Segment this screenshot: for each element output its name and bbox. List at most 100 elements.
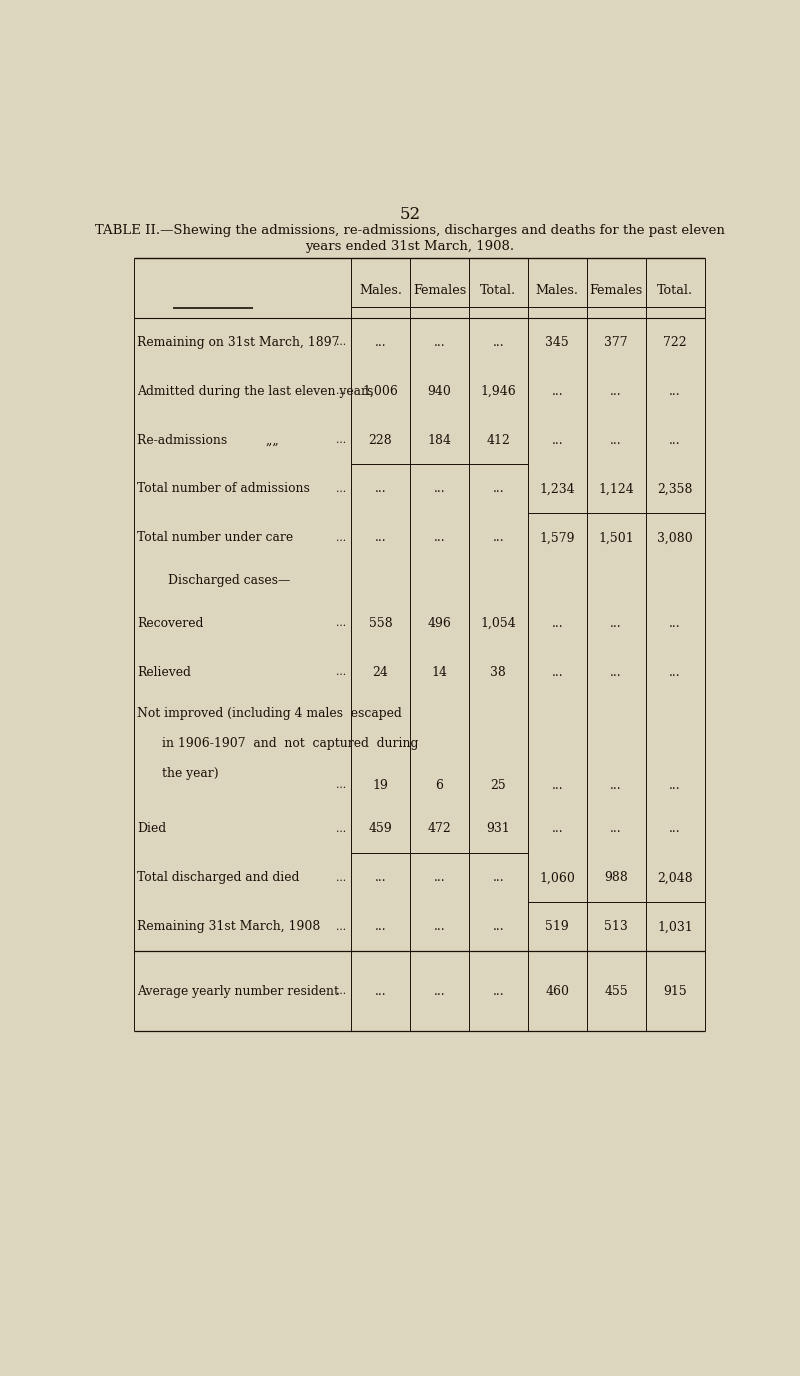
Text: 459: 459: [369, 823, 393, 835]
Text: Females: Females: [590, 285, 642, 297]
Text: ...: ...: [336, 667, 346, 677]
Text: 3,080: 3,080: [657, 531, 693, 545]
Text: 345: 345: [546, 336, 569, 348]
Text: ...: ...: [374, 921, 386, 933]
Text: ...: ...: [670, 433, 681, 446]
Text: ...: ...: [434, 921, 446, 933]
Text: Remaining on 31st March, 1897: Remaining on 31st March, 1897: [138, 336, 340, 348]
Text: ...: ...: [493, 531, 504, 545]
Text: 24: 24: [373, 666, 389, 678]
Text: Total.: Total.: [480, 285, 517, 297]
Text: 1,054: 1,054: [481, 616, 516, 630]
Text: in 1906-1907  and  not  captured  during: in 1906-1907 and not captured during: [162, 736, 418, 750]
Text: ...: ...: [551, 384, 563, 398]
Text: ...: ...: [670, 779, 681, 791]
Text: ...: ...: [336, 435, 346, 444]
Text: 38: 38: [490, 666, 506, 678]
Text: ...: ...: [374, 336, 386, 348]
Text: ...: ...: [336, 824, 346, 834]
Text: TABLE II.—Shewing the admissions, re-admissions, discharges and deaths for the p: TABLE II.—Shewing the admissions, re-adm…: [95, 224, 725, 238]
Text: ...: ...: [336, 533, 346, 544]
Text: ...: ...: [336, 922, 346, 932]
Text: ...: ...: [610, 616, 622, 630]
Text: ...: ...: [670, 384, 681, 398]
Text: 2,358: 2,358: [658, 483, 693, 495]
Text: Total number under care: Total number under care: [138, 531, 294, 545]
Text: 940: 940: [427, 384, 451, 398]
Text: the year): the year): [162, 766, 218, 780]
Text: 931: 931: [486, 823, 510, 835]
Text: ...: ...: [551, 666, 563, 678]
Text: 513: 513: [604, 921, 628, 933]
Text: years ended 31st March, 1908.: years ended 31st March, 1908.: [306, 241, 514, 253]
Text: 558: 558: [369, 616, 393, 630]
Text: Females: Females: [413, 285, 466, 297]
Text: ...: ...: [493, 336, 504, 348]
Text: ...: ...: [551, 433, 563, 446]
Text: 519: 519: [546, 921, 569, 933]
Text: ...: ...: [434, 984, 446, 998]
Text: Died: Died: [138, 823, 166, 835]
Text: 496: 496: [427, 616, 451, 630]
Text: Remaining 31st March, 1908: Remaining 31st March, 1908: [138, 921, 321, 933]
Text: 722: 722: [663, 336, 687, 348]
Text: Males.: Males.: [536, 285, 578, 297]
Text: ...: ...: [374, 984, 386, 998]
Text: ...: ...: [493, 871, 504, 885]
Text: 1,234: 1,234: [539, 483, 575, 495]
Text: ...: ...: [434, 483, 446, 495]
Text: 6: 6: [435, 779, 443, 791]
Text: ...: ...: [610, 433, 622, 446]
Text: ...: ...: [336, 387, 346, 396]
Text: 19: 19: [373, 779, 389, 791]
Text: ...: ...: [374, 483, 386, 495]
Text: 1,946: 1,946: [481, 384, 516, 398]
Text: Total number of admissions: Total number of admissions: [138, 483, 310, 495]
Text: 1,031: 1,031: [657, 921, 693, 933]
Text: 1,006: 1,006: [362, 384, 398, 398]
Text: ...: ...: [434, 871, 446, 885]
Text: Relieved: Relieved: [138, 666, 191, 678]
Text: 52: 52: [399, 206, 421, 223]
Text: ...: ...: [336, 987, 346, 996]
Text: Males.: Males.: [359, 285, 402, 297]
Text: 1,124: 1,124: [598, 483, 634, 495]
Text: ...: ...: [336, 337, 346, 347]
Text: ...: ...: [336, 780, 346, 790]
Text: ...: ...: [374, 531, 386, 545]
Text: 377: 377: [604, 336, 628, 348]
Text: ...: ...: [493, 921, 504, 933]
Text: ...: ...: [493, 483, 504, 495]
Text: ...: ...: [551, 616, 563, 630]
Text: 472: 472: [427, 823, 451, 835]
Text: 25: 25: [490, 779, 506, 791]
Text: 1,060: 1,060: [539, 871, 575, 885]
Text: 460: 460: [546, 984, 570, 998]
Text: 14: 14: [431, 666, 447, 678]
Text: 915: 915: [663, 984, 687, 998]
Text: 412: 412: [486, 433, 510, 446]
Text: ...: ...: [670, 823, 681, 835]
Text: Not improved (including 4 males  escaped: Not improved (including 4 males escaped: [138, 706, 402, 720]
Text: Total.: Total.: [657, 285, 693, 297]
Text: Total discharged and died: Total discharged and died: [138, 871, 299, 885]
Text: ...: ...: [434, 531, 446, 545]
Text: 455: 455: [604, 984, 628, 998]
Text: 1,579: 1,579: [539, 531, 575, 545]
Text: ...: ...: [374, 871, 386, 885]
Text: ...: ...: [551, 823, 563, 835]
Text: Admitted during the last eleven years: Admitted during the last eleven years: [138, 384, 374, 398]
Text: ...: ...: [610, 779, 622, 791]
Text: ...: ...: [670, 616, 681, 630]
Text: ...: ...: [670, 666, 681, 678]
Text: ...: ...: [610, 384, 622, 398]
Text: 2,048: 2,048: [657, 871, 693, 885]
Text: ...: ...: [434, 336, 446, 348]
Text: Recovered: Recovered: [138, 616, 203, 630]
Text: Re-admissions          „„: Re-admissions „„: [138, 433, 279, 446]
Text: 228: 228: [369, 433, 393, 446]
Text: ...: ...: [551, 779, 563, 791]
Text: Average yearly number resident: Average yearly number resident: [138, 984, 339, 998]
Text: ...: ...: [610, 666, 622, 678]
Text: 988: 988: [604, 871, 628, 885]
